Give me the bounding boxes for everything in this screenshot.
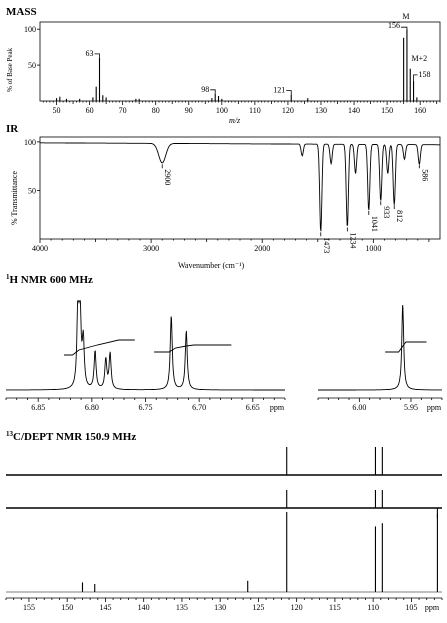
- ir-title: IR: [6, 123, 19, 135]
- ir-band-label: 1041: [370, 216, 379, 232]
- ir-band-label: 1234: [348, 232, 357, 248]
- h-nmr-integral: [63, 339, 135, 356]
- c-nmr-spectrum: 13C/DEPT NMR 150.9 MHz 155 150 145 140 135 13…: [5, 430, 443, 612]
- h-nmr-tick-label: 5.95: [404, 403, 418, 412]
- ir-spectrum: IR % Transmittance 4000 3000 2000 1000 50 100…: [6, 123, 441, 270]
- mass-peak-label: 156: [388, 21, 400, 30]
- ir-y-tick-label: 50: [28, 186, 36, 195]
- mass-peak-label: 98: [201, 85, 209, 94]
- h-nmr-trace: [6, 300, 285, 391]
- mass-peak-label: 158: [419, 70, 431, 79]
- mass-x-tick-label: 130: [315, 106, 327, 115]
- mass-label-leader: [210, 89, 216, 94]
- ir-band-label: 1473: [322, 237, 331, 253]
- mass-label-leader: [413, 74, 418, 81]
- h-nmr-spectrum: 1H NMR 600 MHz 6.85 6.80 6.75 6.70 6.65 ppm 6.…: [5, 273, 443, 412]
- h-nmr-tick-label: 6.80: [85, 403, 99, 412]
- ir-ylabel: % Transmittance: [10, 171, 19, 225]
- mass-title: MASS: [6, 6, 37, 18]
- h-nmr-tick-label: 6.85: [31, 403, 45, 412]
- c-nmr-tick-label: 125: [252, 603, 264, 612]
- mass-xlabel: m/z: [229, 116, 241, 125]
- ir-x-tick-label: 4000: [32, 244, 48, 253]
- mass-spectrum: MASS % of Base Peak 50 60 70 80 90 100 110 120 1…: [6, 6, 441, 125]
- c-nmr-tick-label: 110: [367, 603, 379, 612]
- mass-molecular-ion-label: M: [402, 12, 409, 21]
- mass-x-tick-label: 140: [348, 106, 360, 115]
- mass-x-tick-label: 80: [152, 106, 160, 115]
- h-nmr-xlabel: ppm: [270, 403, 285, 412]
- ir-y-tick-label: 100: [24, 138, 36, 147]
- h-nmr-tick-label: 6.00: [352, 403, 366, 412]
- c-nmr-tick-label: 150: [61, 603, 73, 612]
- c-nmr-tick-label: 105: [405, 603, 417, 612]
- h-nmr-tick-label: 6.70: [192, 403, 206, 412]
- mass-label-leader: [286, 90, 292, 95]
- mass-frame: [39, 21, 441, 102]
- ir-trace: [40, 142, 440, 232]
- c-nmr-tick-label: 155: [23, 603, 35, 612]
- mass-label-leader: [94, 53, 100, 58]
- ir-x-tick-label: 1000: [365, 244, 381, 253]
- mass-x-tick-label: 50: [53, 106, 61, 115]
- c-nmr-tick-label: 130: [214, 603, 226, 612]
- h-nmr-title: 1H NMR 600 MHz: [6, 273, 93, 286]
- mass-x-tick-label: 150: [381, 106, 393, 115]
- c-nmr-xlabel: ppm: [425, 603, 440, 612]
- mass-x-tick-label: 90: [185, 106, 193, 115]
- c-nmr-tick-label: 115: [329, 603, 341, 612]
- c-nmr-title: 13C/DEPT NMR 150.9 MHz: [6, 430, 136, 443]
- ir-band-label: 2900: [163, 169, 172, 185]
- mass-y-tick-label: 100: [24, 25, 36, 34]
- ir-band-label: 812: [395, 210, 404, 222]
- c-nmr-tick-label: 140: [138, 603, 150, 612]
- mass-x-tick-label: 120: [282, 106, 294, 115]
- mass-x-tick-label: 60: [86, 106, 94, 115]
- ir-x-tick-label: 2000: [254, 244, 270, 253]
- mass-label-leader: [400, 26, 408, 30]
- c-nmr-tick-label: 120: [291, 603, 303, 612]
- c-nmr-tick-label: 145: [99, 603, 111, 612]
- h-nmr-tick-label: 6.65: [246, 403, 260, 412]
- mass-x-tick-label: 160: [414, 106, 426, 115]
- mass-y-tick-label: 50: [28, 61, 36, 70]
- ir-band-label: 933: [382, 206, 391, 218]
- h-nmr-integral: [154, 344, 232, 353]
- mass-isotope-label: M+2: [412, 54, 428, 63]
- c-nmr-tick-label: 135: [176, 603, 188, 612]
- ir-xlabel: Wavenumber (cm⁻¹): [178, 261, 245, 270]
- h-nmr-integral: [385, 341, 427, 353]
- mass-peak-label: 121: [273, 86, 285, 95]
- ir-x-tick-label: 3000: [143, 244, 159, 253]
- ir-band-label: 586: [420, 169, 429, 181]
- mass-x-tick-label: 70: [119, 106, 127, 115]
- mass-ylabel: % of Base Peak: [6, 47, 14, 92]
- h-nmr-trace: [318, 304, 442, 391]
- h-nmr-tick-label: 6.75: [139, 403, 153, 412]
- mass-x-tick-label: 110: [249, 106, 261, 115]
- mass-x-tick-label: 100: [216, 106, 228, 115]
- h-nmr-xlabel: ppm: [427, 403, 442, 412]
- mass-peak-label: 63: [86, 49, 94, 58]
